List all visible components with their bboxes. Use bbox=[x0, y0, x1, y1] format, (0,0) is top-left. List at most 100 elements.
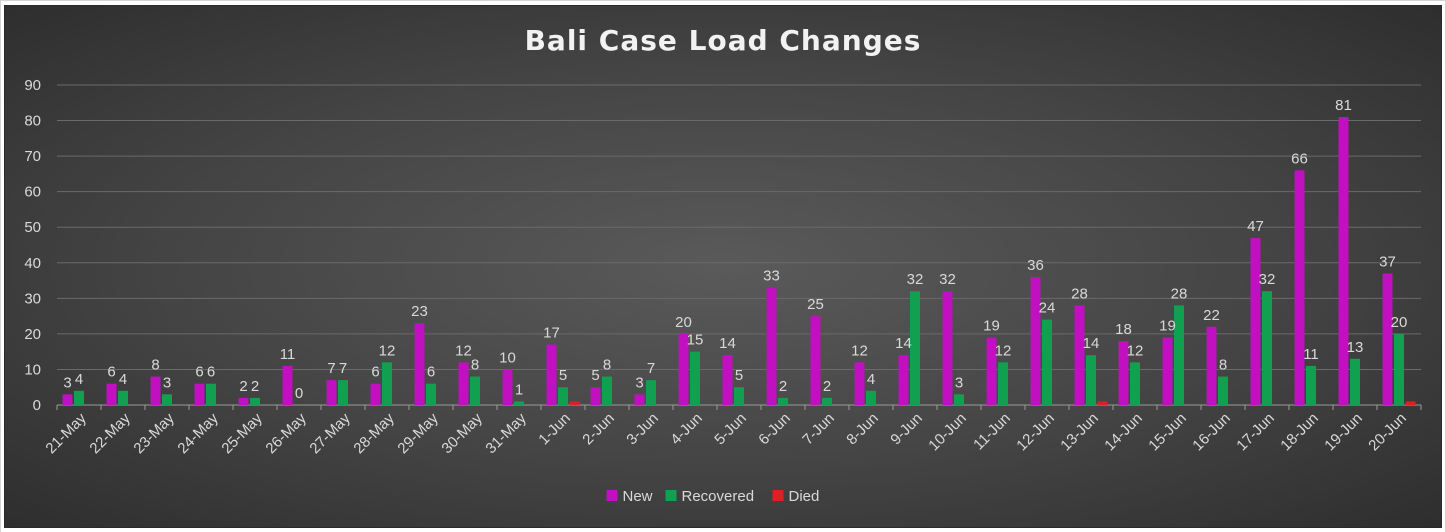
x-tick-label: 20-Jun bbox=[1365, 410, 1409, 454]
data-label-recovered: 6 bbox=[427, 364, 435, 381]
x-tick-label: 13-Jun bbox=[1057, 410, 1101, 454]
x-tick-label: 9-Jun bbox=[887, 410, 926, 449]
data-label-new: 14 bbox=[719, 335, 736, 352]
data-label-new: 32 bbox=[939, 271, 956, 288]
data-label-new: 19 bbox=[1159, 317, 1176, 334]
bar-new bbox=[1162, 337, 1173, 405]
bar-recovered bbox=[954, 394, 964, 405]
bar-recovered bbox=[1174, 305, 1184, 405]
y-tick-label: 80 bbox=[24, 113, 41, 130]
bar-recovered bbox=[1086, 355, 1096, 405]
bar-recovered bbox=[1130, 362, 1140, 405]
legend-label-new: New bbox=[623, 488, 653, 505]
data-label-recovered: 5 bbox=[735, 367, 743, 384]
bar-new bbox=[942, 291, 953, 405]
data-label-recovered: 0 bbox=[295, 385, 303, 402]
data-label-new: 33 bbox=[763, 268, 780, 285]
bar-new bbox=[1382, 273, 1393, 405]
x-tick-label: 3-Jun bbox=[623, 410, 662, 449]
bar-new bbox=[150, 376, 161, 405]
x-tick-label: 17-Jun bbox=[1233, 410, 1277, 454]
x-tick-label: 31-May bbox=[482, 409, 530, 457]
data-label-new: 36 bbox=[1027, 257, 1044, 274]
bar-new bbox=[810, 316, 821, 405]
data-label-new: 6 bbox=[195, 364, 203, 381]
data-label-new: 8 bbox=[151, 357, 159, 374]
x-tick-label: 7-Jun bbox=[799, 410, 838, 449]
bar-new bbox=[1118, 341, 1129, 405]
data-label-recovered: 8 bbox=[1219, 357, 1227, 374]
bar-recovered bbox=[1218, 376, 1228, 405]
bar-recovered bbox=[910, 291, 920, 405]
x-tick-label: 1-Jun bbox=[535, 410, 574, 449]
data-label-recovered: 2 bbox=[823, 378, 831, 395]
y-tick-label: 20 bbox=[24, 326, 41, 343]
data-label-recovered: 4 bbox=[119, 371, 127, 388]
data-label-new: 18 bbox=[1115, 321, 1132, 338]
x-tick-label: 18-Jun bbox=[1277, 410, 1321, 454]
data-label-recovered: 4 bbox=[75, 371, 83, 388]
y-tick-label: 70 bbox=[24, 148, 41, 165]
chart-area[interactable]: 3 6 8 6 2 11 7 6 23 12 10 17 5 3 20 14 33 25 12 14 32 19 36 28 1… bbox=[4, 5, 1442, 528]
data-label-new: 81 bbox=[1335, 97, 1352, 114]
y-tick-label: 10 bbox=[24, 361, 41, 378]
data-label-new: 3 bbox=[63, 374, 71, 391]
x-tick-label: 28-May bbox=[350, 409, 398, 457]
bar-new bbox=[986, 337, 997, 405]
x-tick-label: 24-May bbox=[174, 409, 222, 457]
bar-new bbox=[1338, 117, 1349, 405]
x-tick-label: 14-Jun bbox=[1101, 410, 1145, 454]
bar-new bbox=[414, 323, 425, 405]
data-label-new: 22 bbox=[1203, 307, 1220, 324]
y-tick-label: 30 bbox=[24, 290, 41, 307]
chart-title: Bali Case Load Changes bbox=[525, 24, 922, 57]
data-label-new: 2 bbox=[239, 378, 247, 395]
bar-recovered bbox=[1306, 365, 1316, 405]
bar-new bbox=[546, 344, 557, 405]
bar-new bbox=[854, 362, 865, 405]
data-label-new: 25 bbox=[807, 296, 824, 313]
bar-new bbox=[678, 333, 689, 405]
data-label-recovered: 11 bbox=[1303, 346, 1319, 363]
bar-recovered bbox=[778, 397, 788, 405]
x-tick-label: 29-May bbox=[394, 409, 442, 457]
data-label-recovered: 15 bbox=[687, 332, 704, 349]
bar-new bbox=[590, 387, 601, 405]
bar-recovered bbox=[206, 383, 216, 405]
bar-recovered bbox=[734, 387, 744, 405]
data-label-recovered: 13 bbox=[1347, 339, 1364, 356]
bar-recovered bbox=[602, 376, 612, 405]
legend-label-died: Died bbox=[789, 488, 820, 505]
data-label-recovered: 28 bbox=[1171, 285, 1188, 302]
bar-recovered bbox=[1262, 291, 1272, 405]
data-label-recovered: 2 bbox=[779, 378, 787, 395]
bar-died bbox=[569, 401, 580, 405]
x-tick-label: 4-Jun bbox=[667, 410, 706, 449]
x-tick-label: 6-Jun bbox=[755, 410, 794, 449]
bar-new bbox=[1294, 170, 1305, 405]
data-label-recovered: 12 bbox=[379, 342, 396, 359]
bar-new bbox=[634, 394, 645, 405]
bar-recovered bbox=[690, 351, 700, 405]
data-label-new: 7 bbox=[327, 360, 335, 377]
data-label-new: 66 bbox=[1291, 150, 1308, 167]
x-tick-label: 27-May bbox=[306, 409, 354, 457]
x-tick-label: 8-Jun bbox=[843, 410, 882, 449]
bar-recovered bbox=[1350, 358, 1360, 405]
bar-recovered bbox=[866, 390, 876, 405]
legend-swatch-died bbox=[772, 490, 784, 501]
bar-new bbox=[238, 397, 249, 405]
bar-new bbox=[194, 383, 205, 405]
x-tick-label: 15-Jun bbox=[1145, 410, 1189, 454]
data-label-recovered: 8 bbox=[603, 357, 611, 374]
y-tick-label: 40 bbox=[24, 255, 41, 272]
bar-new bbox=[370, 383, 381, 405]
bar-recovered bbox=[558, 387, 568, 405]
bar-new bbox=[62, 394, 73, 405]
bar-new bbox=[1250, 237, 1261, 405]
y-tick-label: 50 bbox=[24, 219, 41, 236]
data-label-new: 3 bbox=[635, 374, 643, 391]
bar-died bbox=[1097, 401, 1108, 405]
